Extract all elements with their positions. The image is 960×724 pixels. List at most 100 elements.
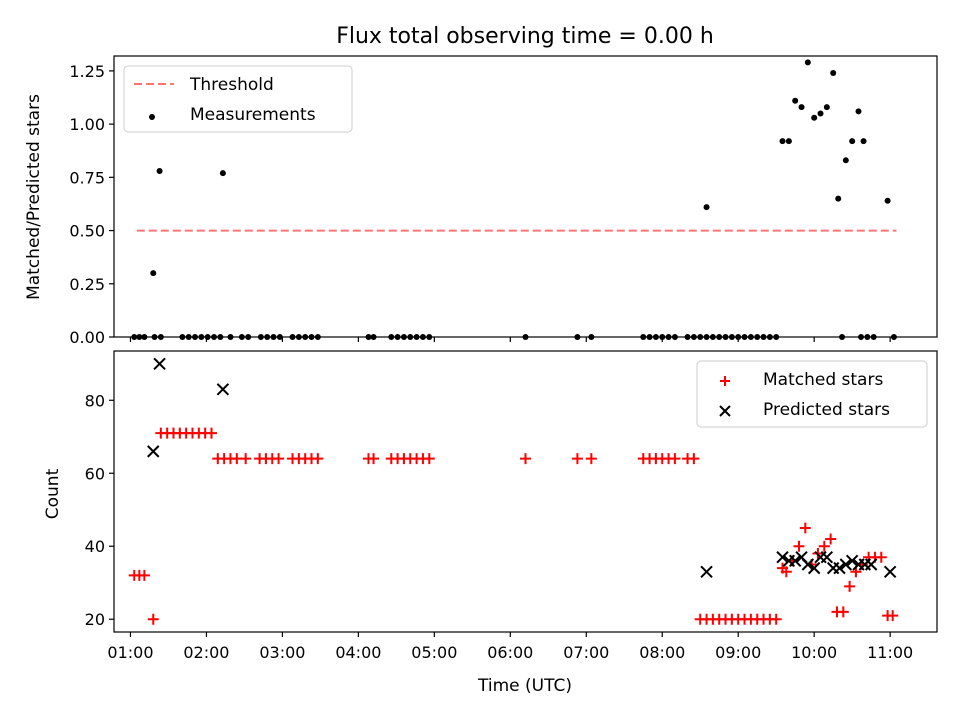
data-point — [153, 357, 166, 370]
data-point — [147, 445, 160, 458]
data-point — [883, 565, 897, 578]
data-point — [875, 551, 887, 563]
x-tick-label: 03:00 — [259, 643, 305, 662]
x-tick-label: 10:00 — [791, 643, 837, 662]
data-point — [273, 453, 285, 465]
data-point — [147, 613, 159, 625]
data-point — [844, 580, 856, 592]
x-tick-label: 07:00 — [563, 643, 609, 662]
data-point — [776, 550, 789, 564]
legend-box — [123, 65, 353, 133]
data-point — [798, 104, 805, 111]
x-tick-label: 11:00 — [867, 643, 913, 662]
series-predicted-stars — [147, 357, 897, 578]
y-tick-label: 20 — [85, 610, 105, 629]
y-tick-label: 0.00 — [69, 328, 105, 347]
data-point — [571, 453, 583, 465]
y-tick-label: 0.25 — [69, 275, 105, 294]
x-tick-label: 01:00 — [107, 643, 153, 662]
x-axis-label: Time (UTC) — [477, 676, 572, 696]
data-point — [205, 427, 217, 439]
data-point — [150, 270, 157, 277]
data-point — [820, 550, 834, 564]
bottom-panel: 20 40 60 80 01:00 02:00 03:00 04:00 05:00 06:00 07… — [85, 350, 938, 662]
data-point — [830, 70, 837, 77]
legend-label: Measurements — [190, 105, 316, 125]
data-point — [864, 558, 878, 571]
data-point — [837, 606, 849, 618]
data-point — [312, 453, 324, 465]
data-point — [423, 453, 435, 465]
data-point — [833, 561, 846, 575]
legend-marker — [719, 405, 731, 417]
data-point — [785, 138, 792, 145]
y-tick-label: 60 — [85, 464, 105, 483]
legend: Matched stars Predicted stars — [696, 360, 928, 428]
data-point — [793, 540, 805, 552]
data-point — [216, 383, 230, 396]
data-point — [855, 108, 862, 115]
data-point — [884, 197, 891, 204]
bottom-y-axis-label: Count — [43, 468, 63, 519]
x-tick-label: 06:00 — [487, 643, 533, 662]
legend-label: Matched stars — [763, 370, 883, 390]
top-y-axis-label: Matched/Predicted stars — [24, 94, 44, 300]
data-point — [688, 453, 700, 465]
data-point — [823, 104, 830, 111]
legend-marker — [720, 376, 730, 386]
y-tick-label: 80 — [85, 391, 105, 410]
data-point — [792, 97, 799, 104]
legend: Threshold Measurements — [123, 65, 353, 133]
data-point — [788, 554, 802, 568]
data-point — [156, 167, 163, 174]
data-point — [818, 540, 830, 552]
x-tick-label: 02:00 — [183, 643, 229, 662]
plot-frame — [113, 55, 938, 338]
legend-box — [696, 360, 928, 428]
data-point — [799, 522, 811, 534]
y-tick-label: 0.50 — [69, 222, 105, 241]
data-point — [849, 138, 856, 145]
data-point — [860, 138, 867, 145]
y-tick-label: 1.00 — [69, 115, 105, 134]
series-matched-stars — [128, 427, 899, 625]
y-tick-label: 40 — [85, 537, 105, 556]
data-point — [520, 453, 531, 465]
data-point — [801, 558, 815, 571]
data-point — [138, 569, 150, 581]
x-tick-label: 09:00 — [715, 643, 761, 662]
legend-marker — [149, 114, 155, 120]
data-point — [368, 453, 380, 465]
x-tick-label: 08:00 — [639, 643, 685, 662]
data-point — [585, 453, 597, 465]
y-tick-label: 0.75 — [69, 168, 105, 187]
data-point — [219, 170, 226, 177]
data-point — [240, 453, 252, 465]
data-point — [779, 138, 786, 145]
data-point — [839, 558, 853, 571]
y-tick-label: 1.25 — [69, 62, 105, 81]
data-point — [780, 566, 792, 578]
x-tick-label: 05:00 — [411, 643, 457, 662]
legend-label: Threshold — [189, 75, 274, 95]
data-point — [835, 195, 842, 202]
data-point — [700, 565, 713, 578]
plot-frame — [113, 350, 938, 633]
data-point — [807, 561, 821, 575]
data-point — [669, 453, 681, 465]
data-point — [811, 114, 818, 121]
data-point — [770, 613, 782, 625]
chart-title: Flux total observing time = 0.00 h — [336, 24, 714, 49]
data-point — [703, 204, 710, 211]
legend-label: Predicted stars — [763, 400, 890, 420]
top-panel: 0.00 0.25 0.50 0.75 1.00 1.25 Threshold Measure… — [69, 55, 938, 347]
data-point — [887, 610, 899, 622]
x-tick-label: 04:00 — [335, 643, 381, 662]
data-point — [842, 157, 849, 164]
data-point — [804, 59, 811, 66]
data-point — [845, 554, 859, 568]
data-point — [817, 110, 824, 117]
data-point — [825, 533, 837, 545]
